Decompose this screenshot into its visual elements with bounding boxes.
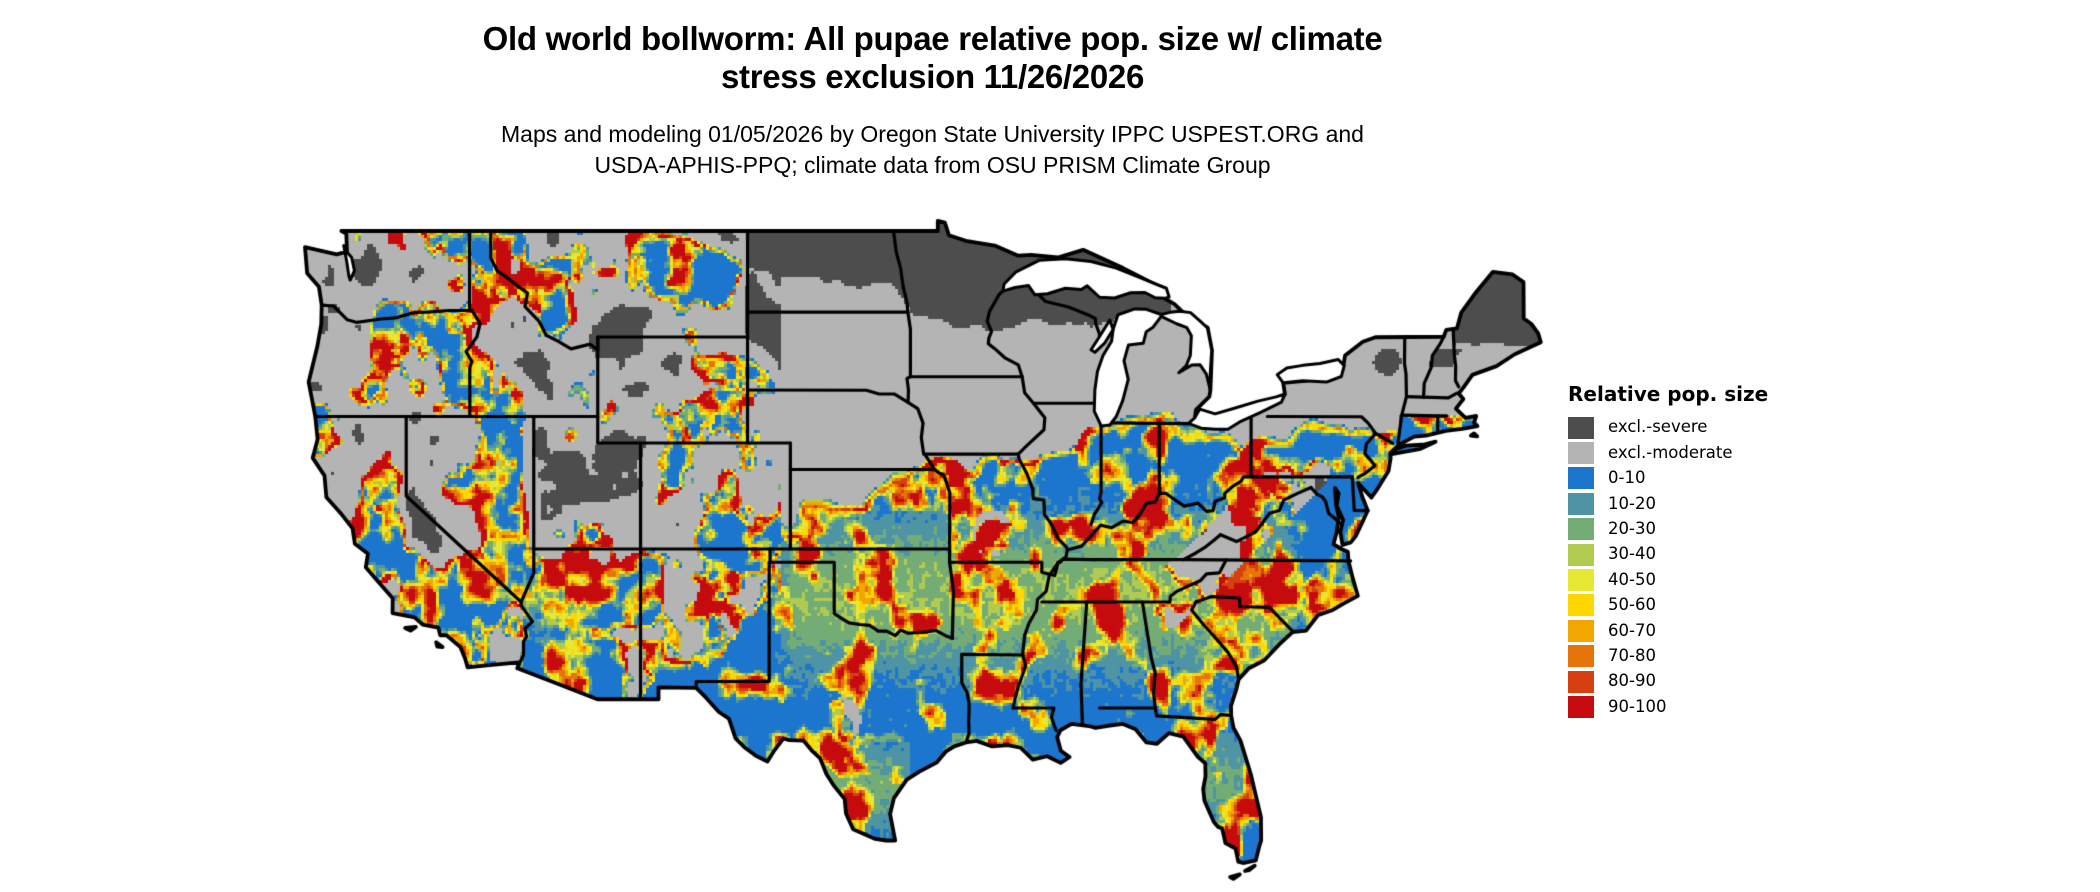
legend-swatch <box>1568 695 1594 718</box>
map-legend: Relative pop. size excl.-severe excl.-mod… <box>1568 382 1848 720</box>
subtitle-line-1: Maps and modeling 01/05/2026 by Oregon S… <box>501 121 1364 147</box>
legend-item: 30-40 <box>1568 542 1848 567</box>
legend-label: 80-90 <box>1608 671 1656 691</box>
legend-swatch <box>1568 619 1594 642</box>
figure-subtitle: Maps and modeling 01/05/2026 by Oregon S… <box>305 119 1560 181</box>
legend-label: excl.-severe <box>1608 417 1708 437</box>
legend-label: 90-100 <box>1608 696 1667 716</box>
legend-item: 40-50 <box>1568 567 1848 592</box>
legend-title: Relative pop. size <box>1568 382 1769 406</box>
legend-item: 10-20 <box>1568 491 1848 516</box>
legend-swatch <box>1568 645 1594 668</box>
legend-swatch <box>1568 518 1594 541</box>
legend-items: excl.-severe excl.-moderate 0-10 10-20 20-30… <box>1568 415 1848 720</box>
legend-swatch <box>1568 543 1594 566</box>
legend-item: 70-80 <box>1568 644 1848 669</box>
legend-swatch <box>1568 467 1594 490</box>
legend-item: 20-30 <box>1568 517 1848 542</box>
legend-label: 50-60 <box>1608 595 1656 615</box>
title-line-2: stress exclusion 11/26/2026 <box>720 58 1145 95</box>
legend-label: 60-70 <box>1608 620 1656 640</box>
legend-item: 90-100 <box>1568 694 1848 719</box>
figure-title: Old world bollworm: All pupae relative p… <box>305 20 1560 96</box>
legend-label: 20-30 <box>1608 519 1656 538</box>
legend-label: 0-10 <box>1608 468 1646 488</box>
legend-swatch <box>1568 594 1594 617</box>
legend-swatch <box>1568 442 1594 465</box>
legend-label: 40-50 <box>1608 569 1656 589</box>
legend-label: 30-40 <box>1608 544 1656 564</box>
title-line-1: Old world bollworm: All pupae relative p… <box>482 20 1383 57</box>
legend-swatch <box>1568 569 1594 592</box>
legend-item: 0-10 <box>1568 466 1848 491</box>
legend-item: excl.-moderate <box>1568 440 1848 465</box>
legend-label: excl.-moderate <box>1608 442 1733 462</box>
legend-swatch <box>1568 416 1594 439</box>
legend-label: 10-20 <box>1608 493 1656 513</box>
legend-swatch <box>1568 492 1594 515</box>
subtitle-line-2: USDA-APHIS-PPQ; climate data from OSU PR… <box>594 152 1271 178</box>
legend-swatch <box>1568 670 1594 693</box>
legend-item: 50-60 <box>1568 593 1848 618</box>
legend-item: 60-70 <box>1568 618 1848 643</box>
legend-item: excl.-severe <box>1568 415 1848 440</box>
legend-item: 80-90 <box>1568 669 1848 694</box>
legend-label: 70-80 <box>1608 645 1656 665</box>
